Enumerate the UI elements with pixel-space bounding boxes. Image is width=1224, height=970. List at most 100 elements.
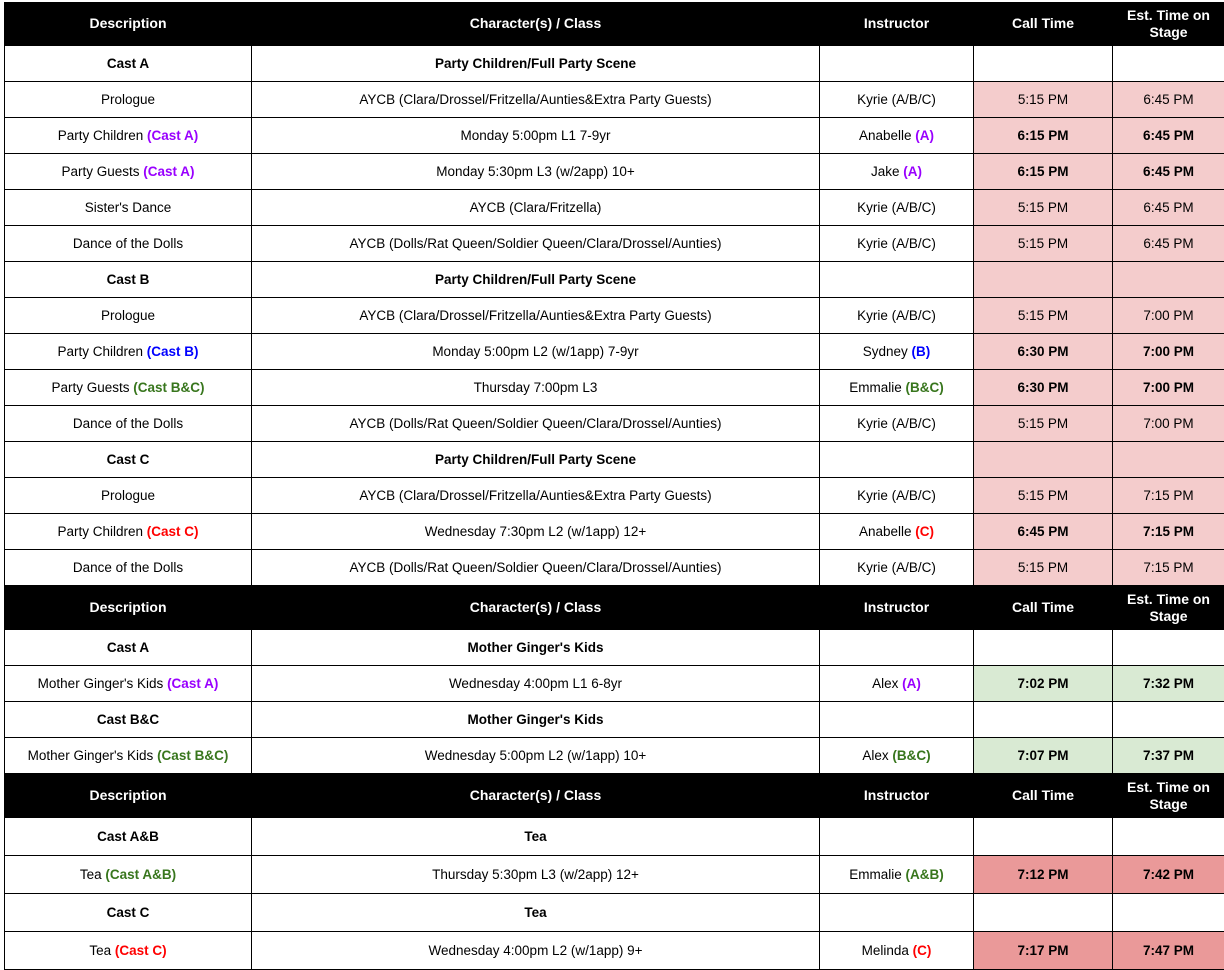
cast-tag: (A) bbox=[912, 128, 935, 143]
column-header-4: Est. Time on Stage bbox=[1113, 587, 1224, 630]
est-time-cell bbox=[1113, 442, 1224, 478]
description-cell: Prologue bbox=[5, 298, 252, 334]
class-cell: Tea bbox=[252, 818, 820, 856]
instructor-cell bbox=[820, 818, 974, 856]
call-time-cell: 5:15 PM bbox=[974, 226, 1113, 262]
est-time-cell: 6:45 PM bbox=[1113, 118, 1224, 154]
instructor-cell bbox=[820, 630, 974, 666]
cast-tag: (A) bbox=[898, 676, 921, 691]
instructor-cell: Emmalie (B&C) bbox=[820, 370, 974, 406]
class-cell: Monday 5:00pm L1 7-9yr bbox=[252, 118, 820, 154]
call-time-cell bbox=[974, 818, 1113, 856]
instructor-cell: Kyrie (A/B/C) bbox=[820, 478, 974, 514]
column-header-0: Description bbox=[5, 3, 252, 46]
column-header-0: Description bbox=[5, 775, 252, 818]
description-cell: Cast B&C bbox=[5, 702, 252, 738]
class-cell: Wednesday 4:00pm L1 6-8yr bbox=[252, 666, 820, 702]
est-time-cell: 7:00 PM bbox=[1113, 334, 1224, 370]
call-time-cell bbox=[974, 262, 1113, 298]
est-time-cell: 7:15 PM bbox=[1113, 550, 1224, 586]
call-time-cell: 5:15 PM bbox=[974, 406, 1113, 442]
column-header-3: Call Time bbox=[974, 775, 1113, 818]
description-cell: Cast A&B bbox=[5, 818, 252, 856]
call-time-cell bbox=[974, 894, 1113, 932]
est-time-cell: 6:45 PM bbox=[1113, 226, 1224, 262]
call-time-cell bbox=[974, 442, 1113, 478]
call-time-cell: 6:30 PM bbox=[974, 370, 1113, 406]
instructor-cell: Sydney (B) bbox=[820, 334, 974, 370]
class-cell: AYCB (Dolls/Rat Queen/Soldier Queen/Clar… bbox=[252, 226, 820, 262]
cast-tag: (Cast B) bbox=[143, 344, 199, 359]
call-time-cell bbox=[974, 702, 1113, 738]
call-time-cell: 5:15 PM bbox=[974, 478, 1113, 514]
class-cell: AYCB (Dolls/Rat Queen/Soldier Queen/Clar… bbox=[252, 550, 820, 586]
column-header-3: Call Time bbox=[974, 3, 1113, 46]
instructor-cell bbox=[820, 894, 974, 932]
est-time-cell: 6:45 PM bbox=[1113, 82, 1224, 118]
class-cell: AYCB (Clara/Drossel/Fritzella/Aunties&Ex… bbox=[252, 82, 820, 118]
class-cell: Party Children/Full Party Scene bbox=[252, 46, 820, 82]
call-time-cell: 5:15 PM bbox=[974, 550, 1113, 586]
instructor-cell bbox=[820, 442, 974, 478]
class-cell: Tea bbox=[252, 894, 820, 932]
est-time-cell: 6:45 PM bbox=[1113, 190, 1224, 226]
cast-tag: (Cast A) bbox=[163, 676, 218, 691]
instructor-cell: Kyrie (A/B/C) bbox=[820, 550, 974, 586]
column-header-2: Instructor bbox=[820, 775, 974, 818]
cast-tag: (B&C) bbox=[902, 380, 944, 395]
cast-tag: (Cast B&C) bbox=[153, 748, 228, 763]
class-cell: Party Children/Full Party Scene bbox=[252, 442, 820, 478]
est-time-cell: 7:32 PM bbox=[1113, 666, 1224, 702]
column-header-4: Est. Time on Stage bbox=[1113, 775, 1224, 818]
cast-tag: (B&C) bbox=[889, 748, 931, 763]
description-cell: Dance of the Dolls bbox=[5, 550, 252, 586]
call-time-cell: 7:17 PM bbox=[974, 932, 1113, 970]
est-time-cell bbox=[1113, 46, 1224, 82]
cast-tag: (A) bbox=[900, 164, 923, 179]
call-time-cell bbox=[974, 630, 1113, 666]
column-header-2: Instructor bbox=[820, 587, 974, 630]
column-header-1: Character(s) / Class bbox=[252, 587, 820, 630]
class-cell: Party Children/Full Party Scene bbox=[252, 262, 820, 298]
class-cell: Thursday 5:30pm L3 (w/2app) 12+ bbox=[252, 856, 820, 894]
cast-tag: (B) bbox=[908, 344, 931, 359]
class-cell: Wednesday 7:30pm L2 (w/1app) 12+ bbox=[252, 514, 820, 550]
instructor-cell: Alex (B&C) bbox=[820, 738, 974, 774]
description-cell: Prologue bbox=[5, 82, 252, 118]
description-cell: Sister's Dance bbox=[5, 190, 252, 226]
cast-tag: (Cast C) bbox=[111, 943, 167, 958]
call-time-cell: 5:15 PM bbox=[974, 82, 1113, 118]
description-cell: Cast C bbox=[5, 894, 252, 932]
call-time-cell: 5:15 PM bbox=[974, 298, 1113, 334]
schedule-row: Party Children (Cast C)Wednesday 7:30pm … bbox=[5, 514, 1224, 550]
call-time-cell bbox=[974, 46, 1113, 82]
class-cell: Mother Ginger's Kids bbox=[252, 630, 820, 666]
class-cell: AYCB (Dolls/Rat Queen/Soldier Queen/Clar… bbox=[252, 406, 820, 442]
instructor-cell bbox=[820, 702, 974, 738]
column-header-3: Call Time bbox=[974, 587, 1113, 630]
column-header-1: Character(s) / Class bbox=[252, 775, 820, 818]
est-time-cell: 7:47 PM bbox=[1113, 932, 1224, 970]
instructor-cell: Melinda (C) bbox=[820, 932, 974, 970]
cast-tag: (Cast C) bbox=[143, 524, 199, 539]
instructor-cell: Jake (A) bbox=[820, 154, 974, 190]
schedule-row: Party Guests (Cast A)Monday 5:30pm L3 (w… bbox=[5, 154, 1224, 190]
class-cell: Wednesday 4:00pm L2 (w/1app) 9+ bbox=[252, 932, 820, 970]
class-cell: AYCB (Clara/Fritzella) bbox=[252, 190, 820, 226]
instructor-cell: Kyrie (A/B/C) bbox=[820, 190, 974, 226]
